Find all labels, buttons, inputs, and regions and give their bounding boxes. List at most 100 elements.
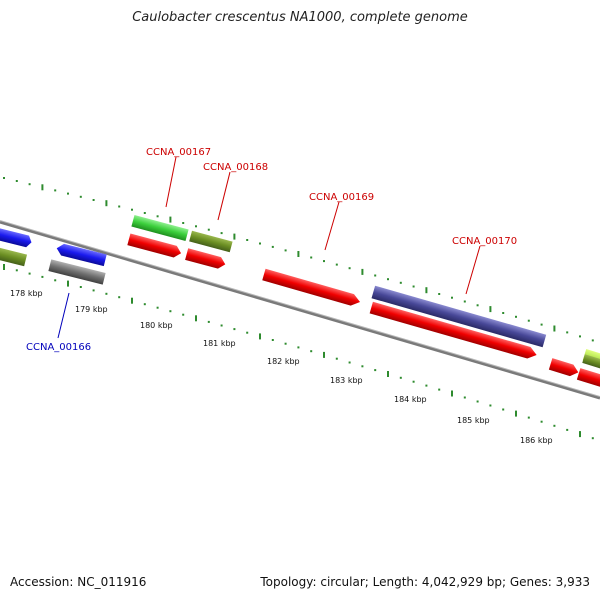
inner-tick-minor xyxy=(374,369,377,372)
outer-tick-minor xyxy=(195,225,197,228)
outer-tick-minor xyxy=(3,177,5,179)
inner-tick-minor xyxy=(271,339,274,341)
genome-backbone-highlight xyxy=(0,220,600,397)
label-ccna-00168[interactable]: CCNA_00168 xyxy=(203,162,268,173)
inner-tick-minor xyxy=(220,324,223,327)
inner-tick-minor xyxy=(297,346,300,349)
scale-label-183: 183 kbp xyxy=(330,376,363,385)
inner-tick-major xyxy=(3,264,5,270)
inner-tick-major xyxy=(579,431,581,438)
feature-ccna-00167-reverse[interactable] xyxy=(127,233,182,259)
inner-tick-major xyxy=(67,280,69,287)
inner-tick-minor xyxy=(54,279,57,282)
outer-tick-minor xyxy=(387,278,389,281)
accession-text: Accession: NC_011916 xyxy=(10,575,147,589)
label-ccna-00170[interactable]: CCNA_00170 xyxy=(452,236,517,247)
outer-tick-minor xyxy=(566,331,569,334)
outer-tick-minor xyxy=(220,232,223,235)
leader-ccna-00167 xyxy=(165,156,177,208)
inner-tick-minor xyxy=(566,428,569,431)
inner-tick-minor xyxy=(425,384,428,387)
outer-tick-major xyxy=(105,200,108,207)
outer-tick-minor xyxy=(374,274,377,277)
leader-ccna-00166 xyxy=(57,292,70,339)
inner-tick-minor xyxy=(156,306,159,309)
feature-ccna-00169[interactable] xyxy=(262,268,361,308)
outer-tick-minor xyxy=(476,304,479,307)
scale-label-185: 185 kbp xyxy=(457,416,490,425)
inner-tick-minor xyxy=(28,272,31,275)
outer-tick-minor xyxy=(310,256,313,259)
outer-tick-minor xyxy=(527,319,530,322)
outer-tick-minor xyxy=(259,242,261,245)
feature-olive-left-partial[interactable] xyxy=(0,246,28,267)
inner-tick-minor xyxy=(143,303,146,306)
outer-tick-minor xyxy=(182,222,185,224)
label-ccna-00166[interactable]: CCNA_00166 xyxy=(26,342,91,353)
scale-label-180: 180 kbp xyxy=(140,321,173,330)
inner-tick-minor xyxy=(233,328,236,331)
inner-tick-major xyxy=(323,351,325,358)
inner-tick-minor xyxy=(489,404,492,407)
outer-tick-major xyxy=(361,268,364,275)
feature-ccna-00166[interactable] xyxy=(48,259,106,285)
inner-tick-minor xyxy=(591,437,594,440)
feature-ccna-00167[interactable] xyxy=(131,214,189,242)
feature-olive-right-partial[interactable] xyxy=(582,354,600,369)
inner-tick-major xyxy=(451,390,453,397)
outer-tick-minor xyxy=(451,296,453,299)
outer-tick-minor xyxy=(463,300,466,303)
inner-tick-major xyxy=(387,371,389,377)
outer-tick-major xyxy=(297,251,300,257)
leader-ccna-00169 xyxy=(324,201,340,251)
feature-red-right-partial[interactable] xyxy=(576,368,600,388)
outer-tick-minor xyxy=(207,228,210,231)
feature-blue-left-partial[interactable] xyxy=(0,227,33,248)
inner-tick-major xyxy=(195,315,197,322)
outer-tick-minor xyxy=(502,312,505,314)
outer-tick-minor xyxy=(284,249,287,252)
scale-label-181: 181 kbp xyxy=(203,339,236,348)
scale-label-179: 179 kbp xyxy=(75,305,108,314)
outer-tick-minor xyxy=(67,192,69,195)
leader-ccna-00168 xyxy=(217,171,231,221)
inner-tick-minor xyxy=(361,365,364,368)
outer-tick-minor xyxy=(28,183,31,186)
inner-tick-minor xyxy=(207,320,210,323)
inner-tick-minor xyxy=(105,292,108,295)
outer-tick-minor xyxy=(79,195,82,198)
genome-backbone xyxy=(0,220,600,400)
inner-tick-minor xyxy=(310,350,313,353)
feature-red-right-small[interactable] xyxy=(548,358,580,378)
inner-tick-minor xyxy=(412,380,415,383)
scale-label-182: 182 kbp xyxy=(267,357,300,366)
inner-tick-minor xyxy=(438,388,441,391)
inner-tick-minor xyxy=(348,361,351,364)
outer-tick-minor xyxy=(515,315,517,318)
inner-tick-minor xyxy=(399,376,402,379)
feature-ccna-00168[interactable] xyxy=(189,230,233,253)
inner-tick-minor xyxy=(527,416,530,419)
outer-tick-major xyxy=(169,216,172,223)
outer-tick-minor xyxy=(92,199,95,201)
feature-ccna-00166-blue[interactable] xyxy=(55,242,107,267)
outer-tick-ring xyxy=(3,177,594,342)
feature-ccna-00170-reverse[interactable] xyxy=(369,301,539,361)
outer-tick-minor xyxy=(118,205,121,208)
feature-ccna-00170[interactable] xyxy=(371,285,547,348)
label-ccna-00167[interactable]: CCNA_00167 xyxy=(146,147,211,158)
inner-tick-minor xyxy=(246,331,249,334)
feature-ccna-00168-reverse[interactable] xyxy=(185,248,227,270)
inner-tick-major xyxy=(131,297,133,304)
outer-tick-minor xyxy=(143,212,146,214)
outer-tick-major xyxy=(233,233,236,240)
label-ccna-00169[interactable]: CCNA_00169 xyxy=(309,192,374,203)
outer-tick-major xyxy=(489,306,492,313)
inner-tick-minor xyxy=(540,420,543,423)
topology-text: Topology: circular; Length: 4,042,929 bp… xyxy=(260,575,590,589)
outer-tick-major xyxy=(425,287,428,294)
inner-tick-ring xyxy=(3,264,594,440)
inner-tick-minor xyxy=(41,275,44,278)
